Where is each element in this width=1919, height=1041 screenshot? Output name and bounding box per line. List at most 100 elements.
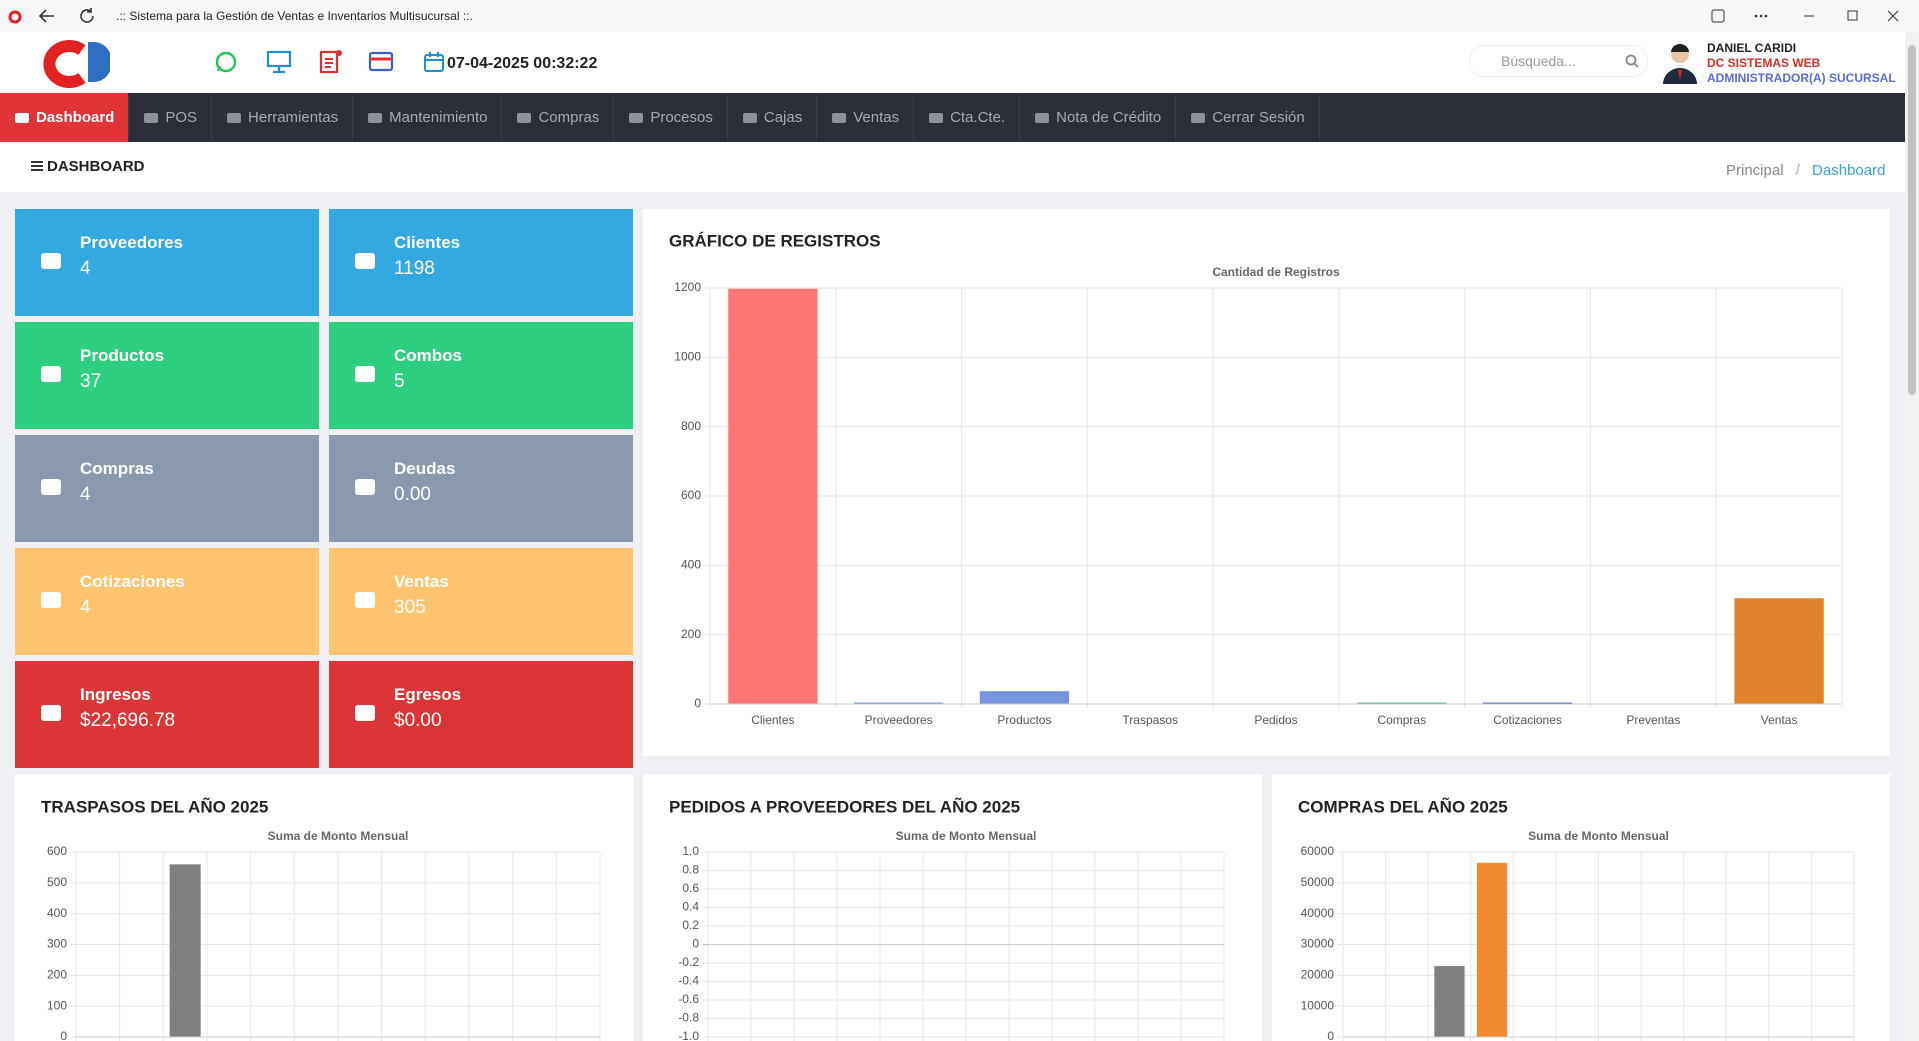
y-tick-label: 100 — [47, 998, 67, 1012]
nav-icon-shape — [1191, 112, 1206, 123]
nav-icon-shape — [368, 112, 383, 123]
nav-icon-shape — [1035, 112, 1050, 123]
scrollbar[interactable] — [1905, 32, 1919, 1041]
chart: COMPRAS DEL AÑO 2025 Suma de Monto Mensua… — [1298, 796, 1855, 1041]
nav-bar: Dashboard POS Herramientas Mantenimiento Com… — [0, 93, 1905, 142]
whatsapp-icon[interactable] — [214, 50, 238, 74]
card-value: 4 — [80, 258, 91, 279]
card-label: Egresos — [394, 685, 462, 704]
datetime: 07-04-2025 00:32:22 — [447, 55, 598, 72]
stat-card: Deudas 0.00 — [329, 435, 633, 542]
card-label: Cotizaciones — [80, 572, 185, 591]
card-label: Productos — [80, 346, 165, 365]
breadcrumb-separator: / — [1795, 162, 1800, 179]
nav-item[interactable]: Cajas — [728, 93, 818, 142]
card-icon-shape — [41, 705, 61, 721]
card-label: Proveedores — [80, 233, 183, 252]
stat-card: Cotizaciones 4 — [15, 548, 319, 655]
nav-item[interactable]: Procesos — [614, 93, 728, 142]
monitor-icon[interactable] — [266, 50, 292, 74]
breadcrumb-bar: DASHBOARD Principal / Dashboard — [0, 142, 1905, 192]
chart: GRÁFICO DE REGISTROS Cantidad de Registro… — [669, 231, 1843, 727]
bar — [1434, 966, 1465, 1037]
card-icon — [355, 705, 375, 721]
card-label: Compras — [80, 459, 154, 478]
nav-icon-shape — [517, 112, 532, 123]
chart-subtitle: Suma de Monto Mensual — [1528, 829, 1669, 843]
y-tick-label: 20000 — [1301, 968, 1335, 982]
card-value: $0.00 — [394, 710, 442, 731]
nav-item[interactable]: Mantenimiento — [353, 93, 503, 142]
search-icon[interactable] — [1625, 54, 1639, 68]
nav-label: Cta.Cte. — [950, 109, 1006, 126]
search-box[interactable]: Búsqueda... — [1469, 45, 1648, 77]
y-tick-label: 0.4 — [682, 900, 699, 914]
window-controls[interactable] — [1710, 8, 1910, 24]
x-tick-label: Ventas — [1761, 713, 1798, 727]
back-button[interactable] — [38, 7, 56, 25]
y-tick-label: 600 — [47, 844, 67, 858]
y-tick-label: 1200 — [674, 280, 701, 294]
logo[interactable] — [30, 38, 110, 88]
nav-item[interactable]: POS — [129, 93, 213, 142]
card-icon — [41, 705, 61, 721]
card-icon — [41, 479, 61, 495]
card-icon[interactable] — [368, 50, 396, 74]
nav-item[interactable]: Cta.Cte. — [914, 93, 1021, 142]
card-icon-shape — [355, 592, 375, 608]
card-value: 1198 — [394, 258, 435, 279]
nav-icon — [1191, 112, 1206, 123]
nav-label: Nota de Crédito — [1056, 109, 1162, 126]
y-tick-label: 200 — [47, 968, 67, 982]
nav-item[interactable]: Ventas — [817, 93, 915, 142]
y-tick-label: -0.8 — [678, 1011, 699, 1025]
stat-card: Combos 5 — [329, 322, 633, 429]
bar — [1734, 598, 1824, 704]
y-tick-label: 0 — [1327, 1029, 1334, 1041]
nav-item[interactable]: Cerrar Sesión — [1176, 93, 1320, 142]
page-title: .:: Sistema para la Gestión de Ventas e … — [116, 9, 473, 23]
bar — [979, 691, 1070, 704]
nav-item[interactable]: Compras — [502, 93, 615, 142]
card-value: 4 — [80, 484, 91, 505]
chart-title: TRASPASOS DEL AÑO 2025 — [41, 796, 268, 816]
avatar[interactable] — [1660, 40, 1700, 84]
nav-icon — [832, 112, 847, 123]
scroll-thumb[interactable] — [1908, 45, 1916, 395]
nav-label: Compras — [538, 109, 600, 126]
nav-item[interactable]: Dashboard — [0, 93, 130, 142]
breadcrumb-link[interactable]: Principal — [1726, 162, 1784, 179]
y-tick-label: 0.2 — [682, 918, 699, 932]
x-tick-label: Productos — [997, 713, 1051, 727]
card-value: 0.00 — [394, 484, 431, 505]
x-tick-label: Proveedores — [865, 713, 933, 727]
y-tick-label: -0.6 — [678, 992, 699, 1006]
y-tick-label: 40000 — [1301, 906, 1335, 920]
nav-item[interactable]: Herramientas — [212, 93, 354, 142]
bar — [1476, 862, 1508, 1037]
y-tick-label: 500 — [47, 875, 67, 889]
nav-icon-shape — [742, 112, 757, 123]
app-icon — [8, 10, 22, 24]
nav-icon-shape — [15, 112, 29, 123]
card-value: 4 — [80, 597, 91, 618]
y-tick-label: 600 — [681, 488, 701, 502]
chart-panel: GRÁFICO DE REGISTROS Cantidad de Registro… — [643, 209, 1890, 756]
stat-card: Compras 4 — [15, 435, 319, 542]
nav-label: Procesos — [650, 109, 713, 126]
nav-icon — [742, 112, 757, 123]
reload-button[interactable] — [78, 7, 96, 25]
nav-item[interactable]: Nota de Crédito — [1020, 93, 1177, 142]
nav-icon-shape — [227, 112, 242, 123]
nav-icon — [517, 112, 532, 123]
chart-panel: TRASPASOS DEL AÑO 2025 Suma de Monto Mens… — [15, 774, 633, 1041]
nav-icon — [15, 112, 29, 123]
bar — [728, 288, 818, 704]
user-role: ADMINISTRADOR(A) SUCURSAL — [1707, 71, 1896, 85]
y-tick-label: 200 — [681, 627, 701, 641]
document-icon[interactable] — [318, 48, 344, 74]
card-label: Ventas — [394, 572, 449, 591]
nav-label: POS — [165, 109, 198, 126]
